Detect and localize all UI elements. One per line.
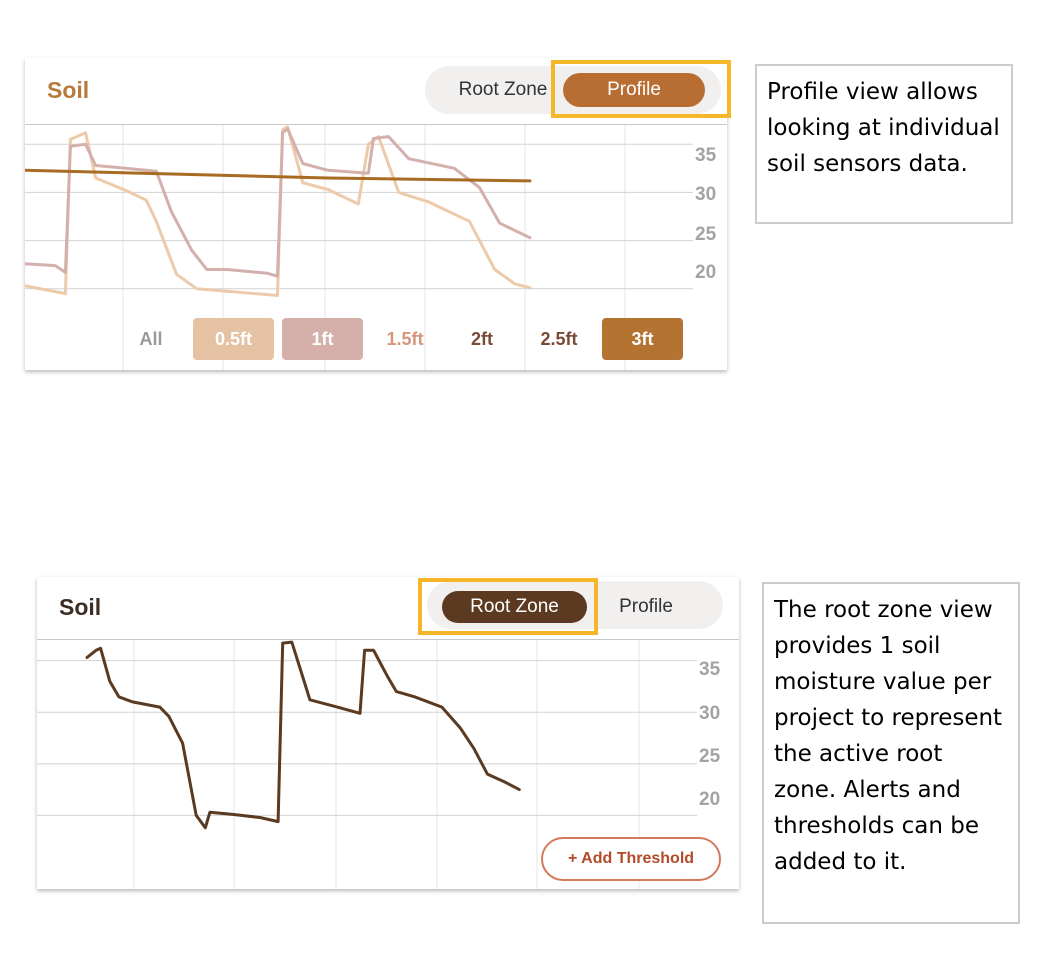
filter-3ft-button[interactable]: 3ft	[602, 318, 683, 360]
y-tick-label: 25	[695, 224, 717, 245]
profile-tab-highlight	[551, 60, 731, 118]
rootzone-note: The root zone view provides 1 soil moist…	[762, 582, 1020, 924]
profile-note: Profile view allows looking at individua…	[755, 64, 1013, 224]
rootzone-card: Soil Root Zone Profile 35 30 25 20 + Add…	[37, 577, 739, 889]
add-threshold-button[interactable]: + Add Threshold	[541, 837, 721, 881]
filter-1ft-button[interactable]: 1ft	[282, 318, 363, 360]
y-tick-label: 20	[699, 789, 721, 810]
profile-card-title: Soil	[47, 77, 90, 103]
filter-0-5ft-button[interactable]: 0.5ft	[193, 318, 274, 360]
tab-profile[interactable]: Profile	[563, 73, 705, 107]
profile-card: Soil Root Zone Profile 35 30 25 20 All 0…	[25, 58, 727, 370]
rootzone-tab-highlight	[418, 578, 598, 635]
series-line-0-5ft	[25, 125, 532, 297]
view-toggle[interactable]: Root Zone Profile	[427, 581, 723, 629]
header-divider	[25, 124, 727, 125]
tab-root-zone[interactable]: Root Zone	[442, 591, 587, 623]
y-tick-label: 30	[695, 184, 717, 205]
y-tick-label: 20	[695, 262, 717, 283]
y-tick-label: 30	[699, 703, 721, 724]
rootzone-card-title: Soil	[59, 594, 102, 620]
filter-1-5ft-button[interactable]: 1.5ft	[386, 328, 424, 349]
series-line-3ft	[25, 168, 532, 183]
filter-all-button[interactable]: All	[139, 328, 163, 349]
y-tick-label: 35	[699, 659, 721, 680]
y-tick-label: 35	[695, 145, 717, 166]
tab-profile[interactable]: Profile	[619, 596, 673, 617]
series-line-rootzone	[85, 640, 521, 830]
y-tick-label: 25	[699, 746, 721, 767]
filter-2ft-button[interactable]: 2ft	[471, 328, 493, 349]
filter-2-5ft-button[interactable]: 2.5ft	[540, 328, 578, 349]
header-divider	[37, 639, 739, 640]
series-line-1ft	[25, 127, 532, 278]
view-toggle[interactable]: Root Zone Profile	[425, 66, 721, 114]
tab-root-zone[interactable]: Root Zone	[458, 79, 548, 100]
